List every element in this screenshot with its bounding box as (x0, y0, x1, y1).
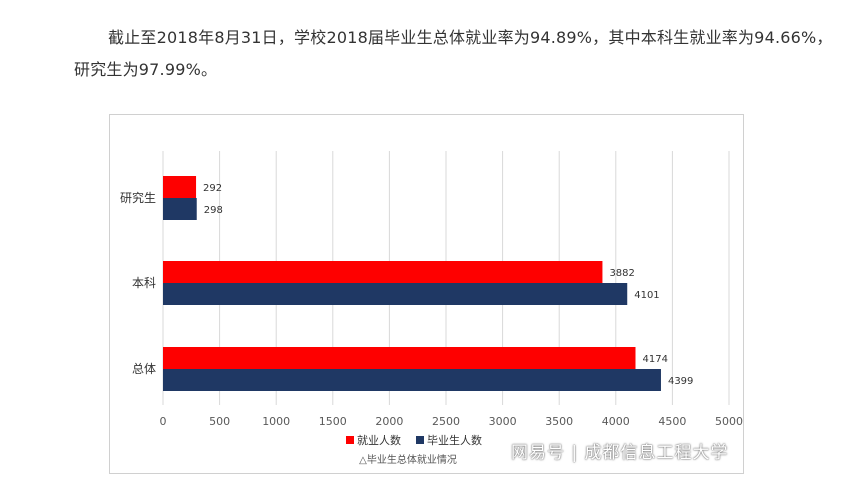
category-label: 总体 (132, 362, 156, 376)
x-tick-label: 5000 (715, 415, 743, 428)
category-label: 研究生 (120, 190, 156, 205)
legend-label: 就业人数 (357, 433, 401, 447)
data-label: 4174 (642, 354, 667, 365)
legend-swatch (416, 436, 424, 444)
bar-graduates (163, 198, 197, 220)
bar-employed (163, 176, 197, 198)
legend-swatch (346, 436, 354, 444)
data-label: 292 (203, 183, 222, 194)
intro-paragraph: 截止至2018年8月31日，学校2018届毕业生总体就业率为94.89%，其中本… (74, 28, 833, 79)
data-label: 298 (204, 205, 223, 216)
legend-label: 毕业生人数 (427, 433, 482, 447)
watermark: 网易号 | 成都信息工程大学 (511, 443, 729, 463)
chart-caption: △毕业生总体就业情况 (359, 453, 457, 466)
x-tick-label: 3000 (489, 415, 517, 428)
x-tick-label: 500 (209, 415, 230, 428)
category-label: 本科 (132, 276, 156, 290)
chart-frame: 0 500 1000 1500 2000 2500 3000 3500 4000 4500 5000… (109, 114, 744, 474)
bar-employed (163, 347, 636, 369)
x-tick-label: 2000 (375, 415, 403, 428)
x-tick-label: 1000 (262, 415, 290, 428)
x-tick-label: 3500 (545, 415, 573, 428)
x-tick-label: 2500 (432, 415, 460, 428)
x-tick-label: 4000 (602, 415, 630, 428)
x-tick-label: 4500 (658, 415, 686, 428)
x-tick-label: 0 (160, 415, 167, 428)
employment-bar-chart: 0 500 1000 1500 2000 2500 3000 3500 4000 4500 5000… (120, 151, 743, 466)
bar-graduates (163, 369, 661, 391)
bar-employed (163, 261, 603, 283)
bar-graduates (163, 283, 628, 305)
data-label: 4101 (634, 290, 659, 301)
data-label: 4399 (668, 376, 693, 387)
data-label: 3882 (609, 268, 634, 279)
x-tick-label: 1500 (319, 415, 347, 428)
